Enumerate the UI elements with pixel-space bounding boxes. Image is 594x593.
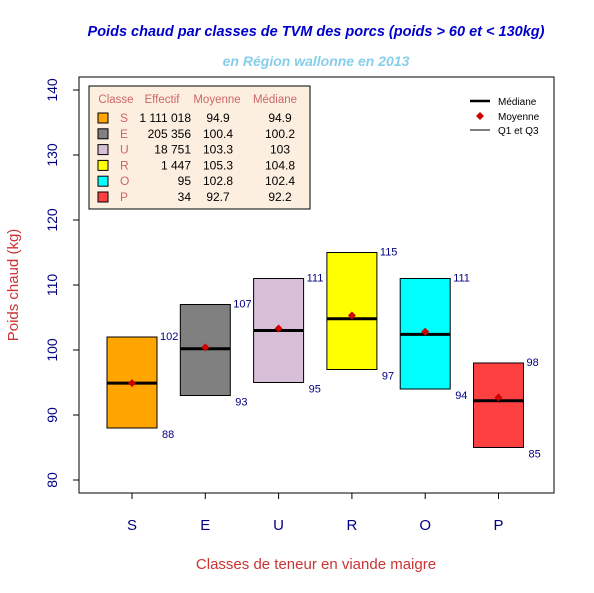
table-cell-effectif: 205 356 [148,127,192,141]
box-P [473,362,524,448]
table-swatch [97,128,109,140]
table-cell-moyenne: 94.9 [206,111,230,125]
table-cell-mediane: 100.2 [265,127,295,141]
table-cell-classe: U [120,143,129,157]
q1-label: 93 [235,397,247,409]
legend: Médiane Moyenne Q1 et Q3 [470,97,540,137]
table-cell-effectif: 95 [178,174,192,188]
table-header: Médiane [253,94,297,106]
table-cell-mediane: 104.8 [265,158,295,172]
y-tick-label: 80 [44,472,60,488]
table-cell-mediane: 102.4 [265,174,295,188]
table-cell-moyenne: 100.4 [203,127,233,141]
table-cell-mediane: 92.2 [268,190,292,204]
table-swatch [97,159,109,171]
chart-title: Poids chaud par classes de TVM des porcs… [88,24,545,40]
table-cell-effectif: 18 751 [154,143,191,157]
y-tick-label: 90 [44,407,60,423]
box-R [326,252,378,370]
stats-table-box [88,85,311,210]
q1-label: 95 [309,384,321,396]
table-header: Effectif [145,94,181,106]
y-tick-label: 130 [44,143,60,167]
y-tick-label: 100 [44,338,60,362]
x-tick-label: R [346,517,357,534]
table-cell-effectif: 1 111 018 [139,111,191,125]
q3-label: 111 [307,273,324,285]
table-cell-classe: P [120,190,128,204]
y-axis-label: Poids chaud (kg) [5,229,22,342]
chart-subtitle: en Région wallonne en 2013 [223,53,410,69]
table-cell-mediane: 103 [270,143,290,157]
legend-label: Q1 et Q3 [498,126,539,137]
mean-marker-U [274,324,283,333]
table-cell-effectif: 1 447 [161,158,191,172]
mean-marker-R [347,311,356,320]
q1-label: 88 [162,429,174,441]
q3-label: 98 [527,357,539,369]
q1-label: 97 [382,371,394,383]
x-tick-label: S [127,517,137,534]
y-axis: 80 90 100 110 120 130 140 [44,78,79,488]
legend-mean-swatch [476,112,484,120]
q3-label: 115 [380,247,398,259]
q3-label: 111 [453,273,470,285]
q3-label: 107 [233,299,251,311]
box-series: 102 88 107 93 111 95 115 97 111 94 98 85 [106,247,541,461]
table-cell-classe: R [120,158,129,172]
legend-label: Moyenne [498,112,540,123]
mean-marker-O [421,327,430,336]
table-header: Classe [98,94,133,106]
y-tick-label: 110 [44,274,60,297]
mean-marker-E [201,343,210,352]
table-cell-classe: E [120,127,128,141]
q1-label: 85 [529,449,541,461]
table-swatch [97,175,109,187]
table-header: Moyenne [193,94,240,106]
x-tick-label: P [493,517,503,534]
x-tick-label: E [200,517,210,534]
table-swatch [97,112,109,124]
table-cell-mediane: 94.9 [268,111,292,125]
table-cell-classe: O [120,174,129,188]
x-tick-label: O [419,517,431,534]
table-cell-moyenne: 102.8 [203,174,233,188]
q1-label: 94 [455,390,467,402]
q3-label: 102 [160,331,178,343]
x-axis-label: Classes de teneur en viande maigre [196,556,436,573]
table-cell-moyenne: 105.3 [203,158,233,172]
table-cell-moyenne: 92.7 [206,190,230,204]
x-tick-label: U [273,517,284,534]
y-tick-label: 140 [44,78,60,102]
mean-marker-S [128,379,136,388]
mean-marker-P [494,393,503,402]
table-swatch [97,144,109,156]
y-tick-label: 120 [44,208,60,232]
stats-table: Classe Effectif Moyenne Médiane S 1 111 018 94… [88,85,311,210]
table-cell-effectif: 34 [178,190,192,204]
table-cell-moyenne: 103.3 [203,143,233,157]
legend-label: Médiane [498,97,537,108]
table-cell-classe: S [120,111,128,125]
table-swatch [97,191,109,203]
